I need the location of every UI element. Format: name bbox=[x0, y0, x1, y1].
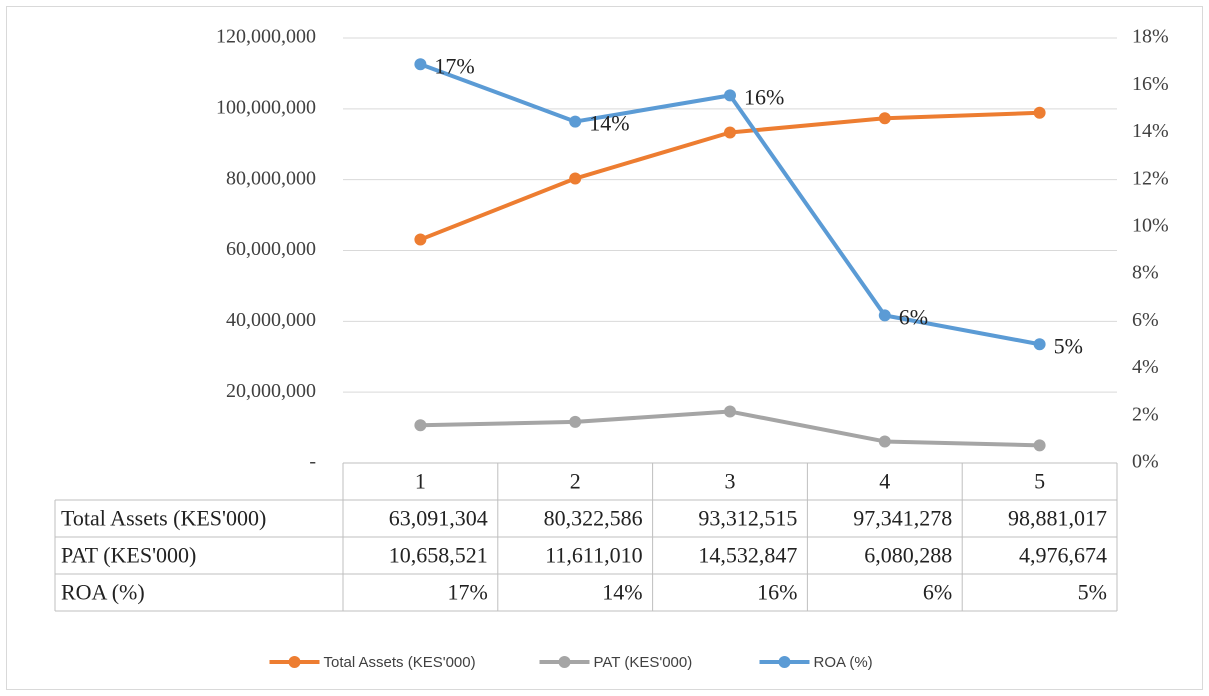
x-tick-label: 5 bbox=[1034, 469, 1045, 494]
table-cell: 14,532,847 bbox=[698, 543, 797, 568]
y2-tick-label: 4% bbox=[1132, 356, 1159, 378]
table-cell: 17% bbox=[447, 580, 487, 605]
y-tick-label: 40,000,000 bbox=[226, 309, 316, 331]
point bbox=[414, 58, 427, 71]
table-cell: 97,341,278 bbox=[853, 506, 952, 531]
table-cell: 93,312,515 bbox=[698, 506, 797, 531]
legend-label: ROA (%) bbox=[814, 654, 873, 671]
x-tick-label: 3 bbox=[725, 469, 736, 494]
y2-tick-label: 10% bbox=[1132, 214, 1169, 236]
table-cell: 98,881,017 bbox=[1008, 506, 1107, 531]
point bbox=[1033, 439, 1046, 452]
x-tick-label: 4 bbox=[879, 469, 890, 494]
point bbox=[878, 435, 891, 448]
y2-tick-label: 16% bbox=[1132, 73, 1169, 95]
table-cell: 11,611,010 bbox=[545, 543, 642, 568]
table-cell: 6% bbox=[923, 580, 952, 605]
y-tick-label: 60,000,000 bbox=[226, 238, 316, 260]
y2-tick-label: 12% bbox=[1132, 167, 1169, 189]
data-label: 6% bbox=[899, 304, 928, 329]
data-label: 14% bbox=[589, 111, 629, 136]
y2-tick-label: 14% bbox=[1132, 120, 1169, 142]
table-cell: 5% bbox=[1078, 580, 1107, 605]
y2-tick-label: 6% bbox=[1132, 309, 1159, 331]
legend-label: Total Assets (KES'000) bbox=[324, 654, 476, 671]
table-cell: 4,976,674 bbox=[1019, 543, 1107, 568]
data-label: 16% bbox=[744, 84, 784, 109]
point bbox=[724, 405, 736, 418]
y-tick-label: 120,000,000 bbox=[216, 26, 316, 48]
point bbox=[724, 89, 736, 102]
point bbox=[569, 415, 582, 428]
point bbox=[569, 172, 582, 185]
point bbox=[1033, 106, 1046, 119]
y2-tick-label: 18% bbox=[1132, 26, 1169, 48]
legend-marker bbox=[558, 656, 571, 668]
chart-border bbox=[6, 6, 1203, 690]
table-row-header: ROA (%) bbox=[61, 580, 145, 605]
table-cell: 10,658,521 bbox=[389, 543, 488, 568]
point bbox=[1033, 338, 1046, 351]
table-row-header: Total Assets (KES'000) bbox=[61, 506, 266, 531]
table-cell: 6,080,288 bbox=[864, 543, 952, 568]
table-cell: 63,091,304 bbox=[389, 506, 488, 531]
y-tick-label: - bbox=[309, 451, 316, 473]
x-tick-label: 1 bbox=[415, 469, 426, 494]
point bbox=[878, 309, 891, 322]
data-label: 17% bbox=[434, 53, 474, 78]
point bbox=[414, 233, 427, 246]
data-label: 5% bbox=[1054, 333, 1083, 358]
table-row-header: PAT (KES'000) bbox=[61, 543, 196, 568]
legend-marker bbox=[778, 656, 791, 668]
x-tick-label: 2 bbox=[570, 469, 581, 494]
y-tick-label: 80,000,000 bbox=[226, 167, 316, 189]
point bbox=[724, 126, 736, 139]
point bbox=[878, 112, 891, 125]
y2-tick-label: 2% bbox=[1132, 403, 1159, 425]
table-cell: 80,322,586 bbox=[544, 506, 643, 531]
y2-tick-label: 0% bbox=[1132, 451, 1159, 473]
y-tick-label: 20,000,000 bbox=[226, 380, 316, 402]
table-cell: 16% bbox=[757, 580, 797, 605]
point bbox=[414, 419, 427, 432]
table-cell: 14% bbox=[602, 580, 642, 605]
y2-tick-label: 8% bbox=[1132, 262, 1159, 284]
y-tick-label: 100,000,000 bbox=[216, 96, 316, 118]
legend-label: PAT (KES'000) bbox=[594, 654, 693, 671]
point bbox=[569, 115, 582, 128]
legend-marker bbox=[288, 656, 301, 668]
